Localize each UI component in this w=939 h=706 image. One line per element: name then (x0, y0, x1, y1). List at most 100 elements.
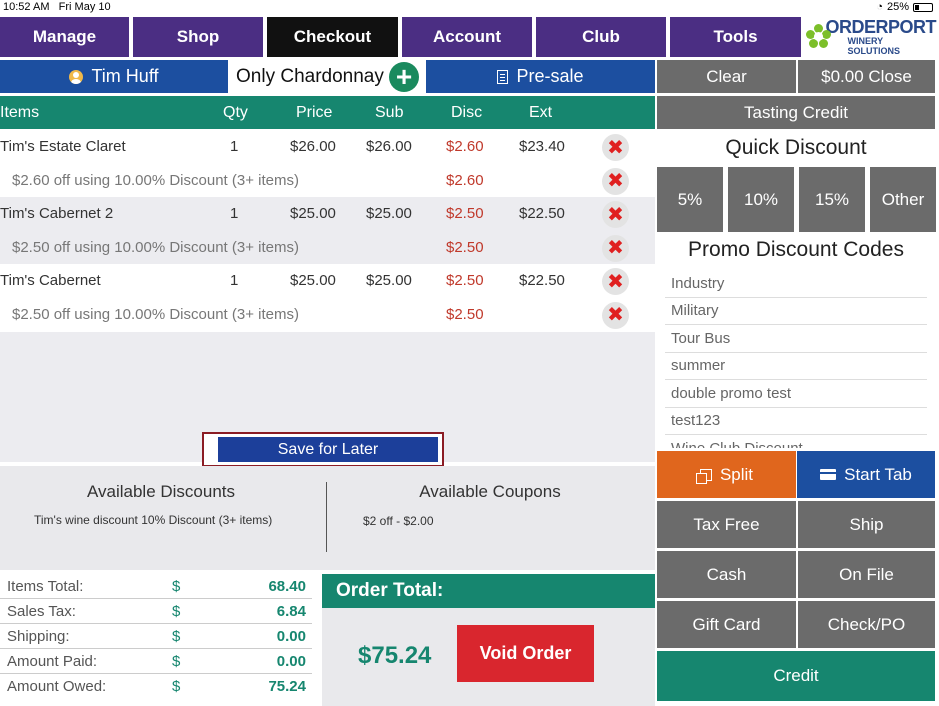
split-icon (695, 468, 712, 484)
plus-circle-icon[interactable]: + (389, 62, 419, 92)
remove-discount-button[interactable]: ✖ (602, 234, 629, 262)
save-for-later-button[interactable]: Save for Later (218, 437, 438, 462)
promo-code-item[interactable]: Military (665, 298, 927, 325)
currency-symbol: $ (172, 578, 181, 595)
currency-symbol: $ (172, 678, 181, 695)
header-ext: Ext (529, 103, 553, 121)
item-price: $26.00 (290, 138, 336, 156)
promo-code-item[interactable]: Tour Bus (665, 325, 927, 353)
status-right: ◔ 25% (876, 1, 933, 13)
item-sub: $25.00 (366, 272, 412, 290)
item-disc: $2.60 (446, 138, 484, 156)
save-for-later-highlight: Save for Later (202, 432, 444, 467)
customer-button[interactable]: Tim Huff (0, 60, 228, 93)
currency-symbol: $ (172, 653, 181, 670)
currency-symbol: $ (172, 603, 181, 620)
item-name: Tim's Estate Claret (0, 138, 126, 156)
status-time-date: 10:52 AM Fri May 10 (3, 1, 111, 13)
status-date: Fri May 10 (58, 1, 111, 13)
cash-button[interactable]: Cash (657, 551, 796, 598)
promo-codes-list[interactable]: Industry Military Tour Bus summer double… (657, 270, 937, 448)
gift-card-button[interactable]: Gift Card (657, 601, 796, 648)
close-button[interactable]: $0.00 Close (798, 60, 935, 93)
nav-shop[interactable]: Shop (133, 17, 263, 57)
quick-discount-5[interactable]: 5% (657, 167, 723, 232)
item-qty: 1 (230, 272, 239, 290)
total-row-paid: Amount Paid: $ 0.00 (0, 649, 312, 674)
items-table-body: Tim's Estate Claret 1 $26.00 $26.00 $2.6… (0, 130, 655, 332)
quick-discount-title: Quick Discount (725, 136, 867, 159)
total-value: 68.40 (268, 578, 306, 595)
close-icon: ✖ (607, 237, 624, 259)
check-po-button[interactable]: Check/PO (798, 601, 935, 648)
card-icon (820, 469, 837, 480)
quick-discount-10[interactable]: 10% (728, 167, 794, 232)
presale-button[interactable]: Pre-sale (426, 60, 655, 93)
table-row: Tim's Cabernet 2 1 $25.00 $25.00 $2.50 $… (0, 197, 655, 231)
remove-discount-button[interactable]: ✖ (602, 167, 629, 195)
promo-code-item[interactable]: test123 (665, 408, 927, 435)
header-items: Items (0, 103, 40, 121)
quick-discount-other[interactable]: Other (870, 167, 936, 232)
clear-button[interactable]: Clear (657, 60, 796, 93)
battery-percent: 25% (886, 1, 909, 13)
ship-button[interactable]: Ship (798, 501, 935, 548)
item-qty: 1 (230, 138, 239, 156)
customer-name: Tim Huff (91, 66, 159, 86)
promo-code-item[interactable]: summer (665, 353, 927, 380)
order-total-panel: Order Total: $75.24 Void Order (322, 574, 655, 706)
promo-code-item[interactable]: double promo test (665, 380, 927, 408)
remove-discount-button[interactable]: ✖ (602, 301, 629, 329)
total-row-owed: Amount Owed: $ 75.24 (0, 674, 312, 699)
close-icon: ✖ (607, 270, 624, 293)
item-disc: $2.50 (446, 305, 484, 323)
nav-account[interactable]: Account (402, 17, 532, 57)
wifi-icon: ◔ (876, 1, 883, 13)
nav-checkout[interactable]: Checkout (267, 17, 398, 57)
tasting-credit-button[interactable]: Tasting Credit (657, 96, 935, 129)
total-label: Items Total: (7, 578, 84, 595)
total-row-shipping: Shipping: $ 0.00 (0, 624, 312, 649)
discount-description: $2.60 off using 10.00% Discount (3+ item… (12, 171, 299, 189)
remove-item-button[interactable]: ✖ (602, 201, 629, 228)
credit-button[interactable]: Credit (657, 651, 935, 701)
total-row-tax: Sales Tax: $ 6.84 (0, 599, 312, 624)
nav-tools[interactable]: Tools (670, 17, 801, 57)
item-sub: $26.00 (366, 138, 412, 156)
promo-code-item[interactable]: Industry (665, 270, 927, 298)
available-coupon-item[interactable]: $2 off - $2.00 (363, 514, 434, 528)
nav-club[interactable]: Club (536, 17, 666, 57)
total-value: 0.00 (276, 653, 306, 670)
void-order-button[interactable]: Void Order (457, 625, 594, 682)
remove-item-button[interactable]: ✖ (602, 268, 629, 295)
discount-description: $2.50 off using 10.00% Discount (3+ item… (12, 305, 299, 323)
item-disc: $2.60 (446, 171, 484, 189)
start-tab-button[interactable]: Start Tab (797, 451, 935, 498)
discounts-divider (326, 482, 327, 552)
table-row-discount: $2.60 off using 10.00% Discount (3+ item… (0, 164, 655, 198)
header-qty: Qty (223, 103, 248, 121)
total-label: Shipping: (7, 628, 70, 645)
tax-free-button[interactable]: Tax Free (657, 501, 796, 548)
split-button[interactable]: Split (657, 451, 796, 498)
totals-panel: Items Total: $ 68.40 Sales Tax: $ 6.84 S… (0, 574, 318, 706)
nav-manage[interactable]: Manage (0, 17, 129, 57)
presale-label: Pre-sale (516, 66, 584, 86)
available-discount-item[interactable]: Tim's wine discount 10% Discount (3+ ite… (34, 513, 273, 527)
available-discounts-title: Available Discounts (86, 482, 236, 501)
quick-discount-15[interactable]: 15% (799, 167, 865, 232)
promo-code-item[interactable]: Wine Club Discount (665, 435, 927, 448)
header-disc: Disc (451, 103, 483, 121)
item-sub: $25.00 (366, 205, 412, 223)
split-label: Split (719, 464, 754, 484)
close-icon: ✖ (607, 136, 624, 159)
close-icon: ✖ (607, 203, 624, 226)
on-file-button[interactable]: On File (798, 551, 935, 598)
total-value: 0.00 (276, 628, 306, 645)
wine-club-label: Only Chardonnay (236, 65, 384, 87)
items-table-header: Items Qty Price Sub Disc Ext (0, 96, 655, 129)
table-row: Tim's Cabernet 1 $25.00 $25.00 $2.50 $22… (0, 264, 655, 298)
total-row-items: Items Total: $ 68.40 (0, 574, 312, 599)
total-label: Amount Paid: (7, 653, 98, 670)
remove-item-button[interactable]: ✖ (602, 134, 629, 161)
